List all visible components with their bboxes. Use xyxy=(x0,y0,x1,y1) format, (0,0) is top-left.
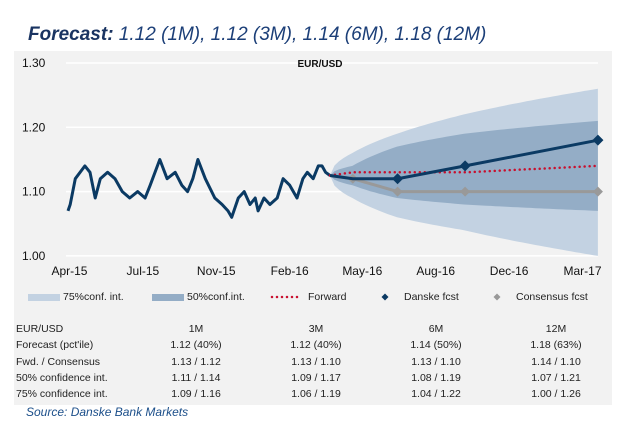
table-row: 50% confidence int. 1.11 / 1.14 1.09 / 1… xyxy=(16,370,616,386)
legend-forward: Forward xyxy=(270,291,347,303)
table-cell: 75% confidence int. xyxy=(16,388,108,401)
table-cell: 1.12 (40%) xyxy=(290,339,342,352)
chart-title: Forecast: 1.12 (1M), 1.12 (3M), 1.14 (6M… xyxy=(28,24,486,46)
legend-label: Forward xyxy=(308,291,347,303)
x-tick-label: Nov-15 xyxy=(197,264,236,278)
table-cell: 1.14 / 1.10 xyxy=(531,355,581,368)
y-tick-label: 1.10 xyxy=(22,185,46,199)
table-cell: 1.13 / 1.10 xyxy=(411,355,461,368)
forecast-table: EUR/USD 1M 3M 6M 12M Forecast (pct'ile) … xyxy=(16,321,616,402)
table-cell: 1.04 / 1.22 xyxy=(411,388,461,401)
diamond-icon xyxy=(381,293,389,301)
consensus-marker xyxy=(392,186,403,197)
table-cell: 1.12 (40%) xyxy=(170,339,222,352)
legend-label: Danske fcst xyxy=(404,291,459,303)
y-tick-label: 1.30 xyxy=(22,56,46,70)
danske-marker xyxy=(592,134,604,146)
chart-plot: 1.30 1.20 1.10 1.00 Apr-15 Jul-15 Nov-15 Feb-16… xyxy=(22,56,604,278)
table-row: 75% confidence int. 1.09 / 1.16 1.06 / 1… xyxy=(16,386,616,402)
table-cell: 1.13 / 1.12 xyxy=(171,355,221,368)
chart-subtitle: EUR/USD xyxy=(297,59,342,70)
legend: 75%conf. int. 50%conf.int. Forward Dansk… xyxy=(0,291,630,307)
table-cell: Forecast (pct'ile) xyxy=(16,339,94,352)
legend-label: Consensus fcst xyxy=(516,291,588,303)
legend-swatch-75 xyxy=(28,293,60,301)
legend-dots-icon xyxy=(270,295,304,299)
legend-label: 75%conf. int. xyxy=(63,291,124,303)
x-tick-label: Feb-16 xyxy=(271,264,309,278)
table-cell: 1.09 / 1.16 xyxy=(171,388,221,401)
table-header: EUR/USD 1M 3M 6M 12M xyxy=(16,321,616,337)
x-tick-label: Apr-15 xyxy=(51,264,87,278)
y-tick-label: 1.20 xyxy=(22,120,46,134)
diamond-icon xyxy=(493,293,501,301)
table-cell: 1.11 / 1.14 xyxy=(171,372,221,385)
history-line xyxy=(66,158,331,219)
table-cell: 1.18 (63%) xyxy=(530,339,582,352)
table-cell: 1.06 / 1.19 xyxy=(291,388,341,401)
table-cell: 1.09 / 1.17 xyxy=(291,372,341,385)
table-cell: 50% confidence int. xyxy=(16,372,108,385)
y-tick-label: 1.00 xyxy=(22,249,46,263)
danske-marker xyxy=(459,160,471,172)
table-cell: 1.08 / 1.19 xyxy=(411,372,461,385)
table-cell: 1.00 / 1.26 xyxy=(531,388,581,401)
legend-danske: Danske fcst xyxy=(378,291,459,303)
table-cell: Fwd. / Consensus xyxy=(16,355,101,368)
title-rest: 1.12 (1M), 1.12 (3M), 1.14 (6M), 1.18 (1… xyxy=(113,24,487,45)
consensus-marker xyxy=(460,186,471,197)
table-cell: 1.14 (50%) xyxy=(410,339,462,352)
legend-swatch-50 xyxy=(152,293,184,301)
table-row: Forecast (pct'ile) 1.12 (40%) 1.12 (40%)… xyxy=(16,337,616,353)
table-header-cell: EUR/USD xyxy=(16,323,64,336)
legend-75-conf: 75%conf. int. xyxy=(28,291,124,303)
x-tick-label: Mar-17 xyxy=(564,264,602,278)
table-cell: 1.07 / 1.21 xyxy=(531,372,581,385)
consensus-marker xyxy=(592,186,603,197)
x-tick-label: Jul-15 xyxy=(127,264,160,278)
title-bold: Forecast: xyxy=(28,24,114,45)
legend-consensus: Consensus fcst xyxy=(490,291,588,303)
table-header-cell: 1M xyxy=(188,323,204,336)
table-cell: 1.13 / 1.10 xyxy=(291,355,341,368)
table-header-cell: 6M xyxy=(428,323,444,336)
table-header-cell: 3M xyxy=(308,323,324,336)
forward-line xyxy=(328,164,600,177)
x-tick-label: Dec-16 xyxy=(490,264,529,278)
table-header-cell: 12M xyxy=(545,323,567,336)
source-note: Source: Danske Bank Markets xyxy=(26,405,189,419)
x-tick-label: Aug-16 xyxy=(416,264,455,278)
legend-label: 50%conf.int. xyxy=(187,291,245,303)
danske-marker xyxy=(392,173,404,185)
x-tick-label: May-16 xyxy=(342,264,382,278)
table-row: Fwd. / Consensus 1.13 / 1.12 1.13 / 1.10… xyxy=(16,354,616,370)
legend-50-conf: 50%conf.int. xyxy=(152,291,245,303)
